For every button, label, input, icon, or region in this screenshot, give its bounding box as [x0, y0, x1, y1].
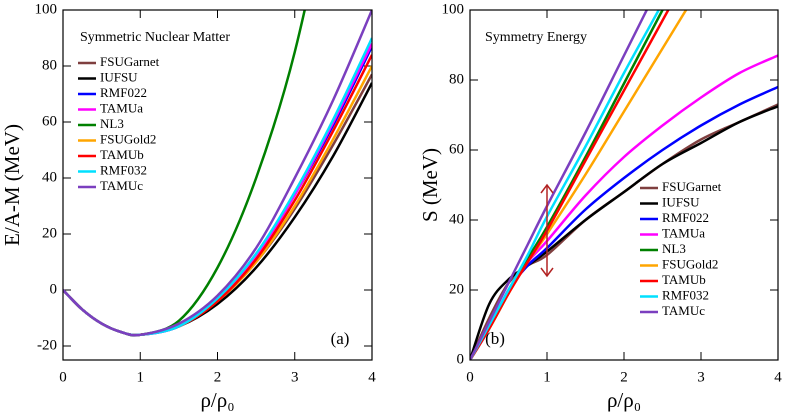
x-tick-label: 4 — [368, 369, 376, 385]
series-line — [470, 10, 649, 360]
legend-label: TAMUb — [662, 272, 706, 287]
panel-title: Symmetric Nuclear Matter — [80, 30, 230, 45]
y-tick-label: 100 — [35, 1, 58, 17]
x-tick-label: 4 — [774, 369, 782, 385]
plot-frame — [62, 9, 373, 361]
series-line — [470, 10, 661, 360]
plot-area — [470, 10, 778, 360]
legend-label: RMF022 — [662, 210, 709, 225]
legend-label: TAMUc — [662, 303, 705, 318]
series-line — [470, 85, 778, 360]
y-tick-label: 80 — [42, 57, 57, 73]
legend-label: NL3 — [100, 116, 124, 131]
y-tick-label: 60 — [42, 113, 57, 129]
panel-title: Symmetry Energy — [485, 30, 587, 45]
y-tick-label: 60 — [449, 141, 464, 157]
plot-frame — [469, 9, 779, 361]
series-line — [470, 103, 778, 360]
y-axis-label: E/A-M (MeV) — [0, 124, 24, 246]
y-tick-label: 80 — [449, 71, 464, 87]
series-line — [470, 10, 670, 360]
panel-annotation: (b) — [485, 329, 505, 348]
legend-label: TAMUa — [100, 100, 143, 115]
y-tick-label: 20 — [449, 281, 464, 297]
plot-area — [63, 10, 372, 337]
legend-label: RMF022 — [100, 85, 147, 100]
x-tick-label: 0 — [466, 369, 474, 385]
x-axis-label: ρ/ρ₀ — [607, 388, 641, 412]
y-tick-label: 40 — [449, 211, 464, 227]
legend-label: FSUGarnet — [662, 179, 722, 194]
series-line — [470, 105, 778, 360]
y-tick-label: 40 — [42, 169, 57, 185]
legend-label: IUFSU — [100, 69, 138, 84]
legend-label: RMF032 — [100, 162, 147, 177]
x-tick-label: 1 — [543, 369, 551, 385]
legend-label: TAMUa — [662, 225, 705, 240]
legend-label: IUFSU — [662, 194, 700, 209]
y-tick-label: 100 — [442, 1, 465, 17]
series-line — [63, 10, 372, 337]
legend-label: FSUGold2 — [100, 131, 156, 146]
y-tick-label: 0 — [457, 351, 465, 367]
y-tick-label: 20 — [42, 225, 57, 241]
legend-label: TAMUb — [100, 147, 144, 162]
y-tick-label: -20 — [37, 337, 57, 353]
x-tick-label: 0 — [59, 369, 67, 385]
legend-label: FSUGold2 — [662, 256, 718, 271]
x-tick-label: 1 — [137, 369, 145, 385]
x-axis-label: ρ/ρ₀ — [200, 388, 234, 412]
series-line — [470, 54, 778, 360]
panel-annotation: (a) — [331, 329, 350, 348]
legend-label: RMF032 — [662, 287, 709, 302]
x-tick-label: 3 — [291, 369, 299, 385]
arrow-head — [540, 183, 554, 278]
x-tick-label: 2 — [620, 369, 628, 385]
x-tick-label: 3 — [697, 369, 705, 385]
legend-label: NL3 — [662, 241, 686, 256]
legend-label: TAMUc — [100, 178, 143, 193]
y-tick-label: 0 — [50, 281, 58, 297]
x-tick-label: 2 — [214, 369, 222, 385]
legend-label: FSUGarnet — [100, 54, 160, 69]
y-axis-label: S (MeV) — [418, 148, 442, 222]
